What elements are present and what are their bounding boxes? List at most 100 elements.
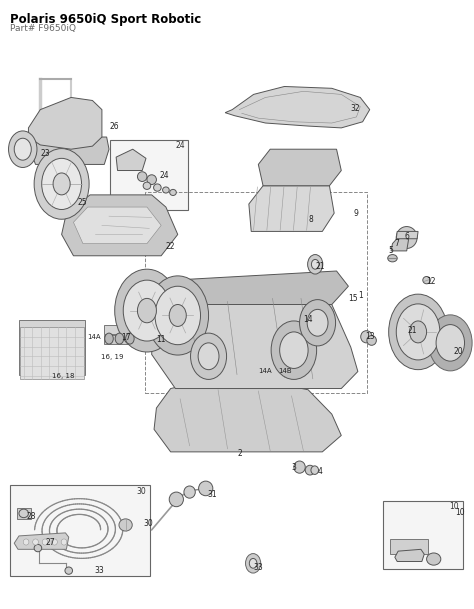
Ellipse shape <box>23 539 29 545</box>
Ellipse shape <box>143 182 151 189</box>
Ellipse shape <box>61 539 67 545</box>
Text: 17: 17 <box>121 334 130 342</box>
Bar <box>104 325 145 334</box>
Ellipse shape <box>155 286 201 345</box>
Ellipse shape <box>163 187 169 193</box>
Ellipse shape <box>9 131 37 167</box>
Ellipse shape <box>119 519 132 531</box>
Ellipse shape <box>169 492 183 507</box>
Text: 1: 1 <box>358 291 363 300</box>
Text: 21: 21 <box>315 262 325 271</box>
Ellipse shape <box>428 315 472 371</box>
Bar <box>383 501 463 569</box>
Ellipse shape <box>154 184 161 191</box>
Ellipse shape <box>115 333 124 344</box>
Ellipse shape <box>246 554 261 573</box>
Ellipse shape <box>34 544 42 552</box>
Text: 14A: 14A <box>258 368 272 375</box>
Bar <box>17 508 31 519</box>
Ellipse shape <box>436 325 465 361</box>
Text: 33: 33 <box>95 566 105 575</box>
Ellipse shape <box>307 309 328 336</box>
Ellipse shape <box>396 227 417 248</box>
Ellipse shape <box>308 255 323 274</box>
Ellipse shape <box>396 304 440 360</box>
Ellipse shape <box>137 172 147 181</box>
Ellipse shape <box>249 558 257 568</box>
Text: 10: 10 <box>455 509 465 517</box>
Ellipse shape <box>169 304 186 326</box>
Polygon shape <box>396 231 418 239</box>
Text: 30: 30 <box>143 519 153 528</box>
Text: Polaris 9650iQ Sport Robotic: Polaris 9650iQ Sport Robotic <box>10 13 201 26</box>
Ellipse shape <box>389 294 447 370</box>
Ellipse shape <box>53 173 70 195</box>
Text: 13: 13 <box>365 332 374 340</box>
Ellipse shape <box>126 333 134 344</box>
Polygon shape <box>14 533 69 549</box>
Bar <box>145 192 367 393</box>
Polygon shape <box>258 149 341 186</box>
Ellipse shape <box>423 276 430 284</box>
Ellipse shape <box>388 255 397 262</box>
Ellipse shape <box>52 539 57 545</box>
Text: 22: 22 <box>166 242 175 250</box>
Text: 27: 27 <box>45 538 55 546</box>
Ellipse shape <box>198 343 219 370</box>
Ellipse shape <box>367 336 376 345</box>
Text: 12: 12 <box>427 277 436 286</box>
Polygon shape <box>249 186 334 231</box>
Ellipse shape <box>147 276 209 355</box>
Ellipse shape <box>33 539 38 545</box>
Ellipse shape <box>115 269 179 352</box>
Text: 33: 33 <box>254 563 264 572</box>
Polygon shape <box>153 271 348 304</box>
Text: 15: 15 <box>348 294 358 303</box>
Text: 14B: 14B <box>279 368 292 375</box>
Bar <box>19 320 85 375</box>
Text: 6: 6 <box>404 232 409 241</box>
Ellipse shape <box>311 466 319 474</box>
Ellipse shape <box>14 138 31 160</box>
Bar <box>110 140 188 210</box>
Ellipse shape <box>271 321 317 379</box>
Ellipse shape <box>294 461 305 473</box>
Text: 31: 31 <box>207 490 217 499</box>
Ellipse shape <box>123 280 171 341</box>
Text: 4: 4 <box>318 468 322 476</box>
Text: 28: 28 <box>26 512 36 521</box>
Ellipse shape <box>147 175 156 185</box>
Ellipse shape <box>305 465 315 475</box>
Ellipse shape <box>191 333 227 379</box>
Text: 20: 20 <box>454 347 463 356</box>
Ellipse shape <box>170 189 176 195</box>
Ellipse shape <box>280 332 308 368</box>
Text: 11: 11 <box>156 336 166 344</box>
Text: 14A: 14A <box>88 334 101 340</box>
Polygon shape <box>28 97 102 149</box>
Text: 3: 3 <box>292 463 296 471</box>
Bar <box>390 539 428 554</box>
Text: 24: 24 <box>175 141 185 150</box>
Polygon shape <box>62 195 178 256</box>
Text: 10: 10 <box>449 502 459 512</box>
Text: 2: 2 <box>237 449 242 458</box>
Ellipse shape <box>42 158 82 209</box>
Polygon shape <box>391 236 409 251</box>
Ellipse shape <box>199 481 213 496</box>
Text: 14: 14 <box>303 315 313 324</box>
Polygon shape <box>395 549 424 561</box>
Text: 25: 25 <box>78 198 87 206</box>
Text: 8: 8 <box>308 215 313 224</box>
Bar <box>104 335 145 344</box>
Ellipse shape <box>311 259 319 269</box>
Text: 16, 18: 16, 18 <box>52 373 74 379</box>
Text: 24: 24 <box>159 171 169 180</box>
Ellipse shape <box>137 298 156 323</box>
Ellipse shape <box>427 553 441 565</box>
Text: Part# F9650iQ: Part# F9650iQ <box>10 24 76 33</box>
Text: 21: 21 <box>408 326 417 334</box>
Polygon shape <box>116 149 146 171</box>
Ellipse shape <box>34 149 89 219</box>
Ellipse shape <box>410 321 427 343</box>
